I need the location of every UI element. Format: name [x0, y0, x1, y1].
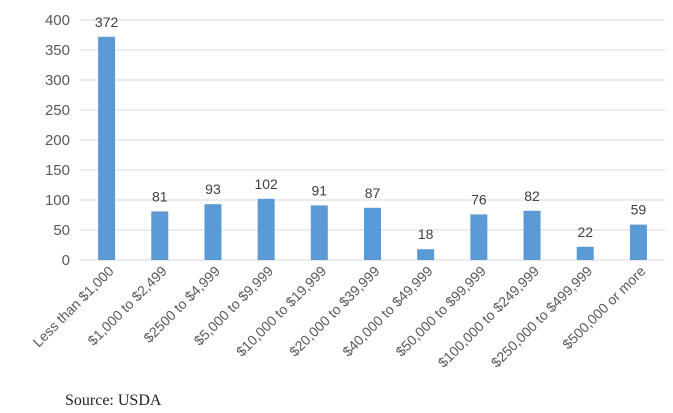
x-axis-ticks: Less than $1,000$1,000 to $2,499$2500 to… — [29, 263, 648, 371]
gridlines — [80, 19, 665, 261]
bar — [576, 246, 594, 260]
x-tick-label: $10,000 to $19,999 — [233, 263, 330, 360]
source-note: Source: USDA — [65, 392, 162, 409]
data-label: 372 — [95, 14, 119, 30]
data-label: 82 — [524, 188, 540, 204]
data-label: 93 — [205, 181, 221, 197]
y-tick-label: 300 — [45, 72, 70, 89]
bar — [417, 249, 435, 260]
y-tick-label: 50 — [53, 222, 70, 239]
bar — [257, 198, 275, 260]
bars — [98, 36, 647, 260]
y-tick-label: 100 — [45, 192, 70, 209]
y-tick-label: 350 — [45, 42, 70, 59]
x-tick-label: $250,000 to $499,999 — [488, 263, 596, 371]
bar — [98, 36, 116, 260]
x-tick-label: $20,000 to $39,999 — [286, 263, 383, 360]
y-tick-label: 400 — [45, 12, 70, 29]
data-label: 76 — [471, 191, 487, 207]
x-tick-label: $100,000 to $249,999 — [435, 263, 543, 371]
data-label: 87 — [365, 185, 381, 201]
y-tick-label: 200 — [45, 132, 70, 149]
data-label: 18 — [418, 226, 434, 242]
data-labels: 372 81 93 102 91 87 18 76 82 22 59 — [95, 14, 646, 242]
data-label: 22 — [577, 224, 593, 240]
bar — [629, 224, 647, 260]
y-tick-label: 0 — [62, 252, 70, 269]
y-tick-label: 150 — [45, 162, 70, 179]
bar — [310, 205, 328, 260]
x-tick-label: $40,000 to $49,999 — [339, 263, 436, 360]
y-axis-ticks: 0 50 100 150 200 250 300 350 400 — [45, 12, 70, 269]
bar — [364, 207, 381, 260]
y-tick-label: 250 — [45, 102, 70, 119]
data-label: 91 — [312, 182, 328, 198]
bar — [523, 210, 541, 260]
data-label: 81 — [152, 188, 168, 204]
bar — [204, 204, 222, 260]
x-tick-label: $50,000 to $99,999 — [392, 263, 489, 360]
bar — [151, 211, 169, 260]
data-label: 102 — [254, 176, 278, 192]
data-label: 59 — [631, 202, 647, 218]
bar — [470, 214, 488, 260]
